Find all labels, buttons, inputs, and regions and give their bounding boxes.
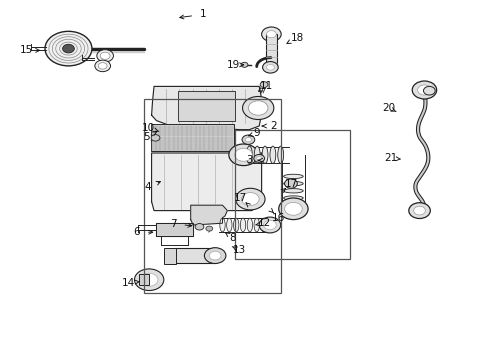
- Ellipse shape: [277, 146, 283, 163]
- Circle shape: [62, 44, 74, 53]
- Circle shape: [242, 96, 273, 120]
- Circle shape: [417, 85, 430, 95]
- Circle shape: [100, 52, 110, 59]
- Circle shape: [423, 86, 434, 95]
- Circle shape: [97, 50, 113, 62]
- Polygon shape: [156, 223, 193, 236]
- Circle shape: [234, 148, 252, 161]
- Ellipse shape: [262, 146, 267, 163]
- Text: 15: 15: [20, 45, 34, 55]
- Text: 9: 9: [253, 128, 260, 138]
- Circle shape: [95, 60, 110, 72]
- Circle shape: [245, 138, 251, 142]
- Ellipse shape: [226, 218, 232, 232]
- Circle shape: [195, 224, 203, 230]
- Circle shape: [204, 248, 225, 264]
- Circle shape: [284, 202, 302, 215]
- Circle shape: [259, 217, 280, 233]
- Text: 2: 2: [270, 121, 277, 131]
- Circle shape: [209, 251, 221, 260]
- Circle shape: [284, 179, 297, 188]
- Text: 11: 11: [259, 81, 273, 91]
- Text: 6: 6: [133, 227, 140, 237]
- Circle shape: [413, 206, 425, 215]
- Ellipse shape: [254, 146, 260, 163]
- Circle shape: [278, 198, 307, 220]
- Text: 13: 13: [232, 245, 246, 255]
- Ellipse shape: [283, 196, 303, 200]
- Circle shape: [411, 81, 436, 99]
- Circle shape: [228, 144, 258, 166]
- Ellipse shape: [246, 146, 252, 163]
- Text: 17: 17: [284, 179, 297, 189]
- Circle shape: [140, 273, 158, 286]
- Ellipse shape: [283, 181, 303, 186]
- Circle shape: [45, 31, 92, 66]
- Bar: [163, 248, 176, 264]
- Circle shape: [248, 101, 267, 115]
- Bar: [150, 124, 233, 151]
- Bar: [265, 34, 277, 65]
- Text: 14: 14: [121, 278, 135, 288]
- Circle shape: [241, 62, 247, 67]
- Ellipse shape: [240, 218, 245, 232]
- Ellipse shape: [233, 218, 239, 232]
- Ellipse shape: [219, 218, 224, 232]
- Text: 4: 4: [144, 182, 151, 192]
- Text: 5: 5: [143, 132, 150, 142]
- Circle shape: [98, 63, 107, 69]
- Ellipse shape: [246, 218, 252, 232]
- Circle shape: [263, 220, 276, 230]
- Circle shape: [266, 31, 276, 38]
- Circle shape: [235, 188, 264, 210]
- Circle shape: [408, 203, 429, 219]
- Text: 19: 19: [226, 60, 240, 70]
- Ellipse shape: [254, 218, 259, 232]
- Circle shape: [262, 62, 278, 73]
- Text: 17: 17: [233, 193, 247, 203]
- Text: 18: 18: [290, 33, 304, 43]
- Polygon shape: [190, 205, 227, 225]
- Circle shape: [205, 226, 212, 231]
- Text: 10: 10: [142, 123, 154, 133]
- Circle shape: [266, 64, 274, 70]
- Ellipse shape: [283, 189, 303, 193]
- Text: 12: 12: [257, 218, 270, 228]
- Circle shape: [253, 154, 264, 162]
- Bar: [234, 130, 349, 259]
- Polygon shape: [178, 91, 234, 121]
- Text: 8: 8: [228, 233, 235, 243]
- Bar: [144, 99, 281, 293]
- Bar: [173, 248, 215, 263]
- Circle shape: [256, 157, 261, 160]
- Text: 20: 20: [382, 103, 394, 113]
- Circle shape: [241, 193, 259, 206]
- Text: 3: 3: [245, 155, 252, 165]
- Polygon shape: [151, 86, 263, 130]
- Polygon shape: [151, 153, 261, 211]
- Text: 21: 21: [384, 153, 397, 163]
- Circle shape: [242, 135, 254, 144]
- Ellipse shape: [261, 218, 265, 232]
- Ellipse shape: [283, 174, 303, 179]
- Bar: [139, 274, 149, 285]
- Ellipse shape: [269, 146, 275, 163]
- Circle shape: [261, 27, 281, 41]
- Circle shape: [134, 269, 163, 291]
- Text: 1: 1: [199, 9, 206, 19]
- Circle shape: [260, 82, 267, 87]
- Text: 7: 7: [170, 219, 177, 229]
- Circle shape: [151, 135, 160, 141]
- Text: 16: 16: [271, 213, 285, 223]
